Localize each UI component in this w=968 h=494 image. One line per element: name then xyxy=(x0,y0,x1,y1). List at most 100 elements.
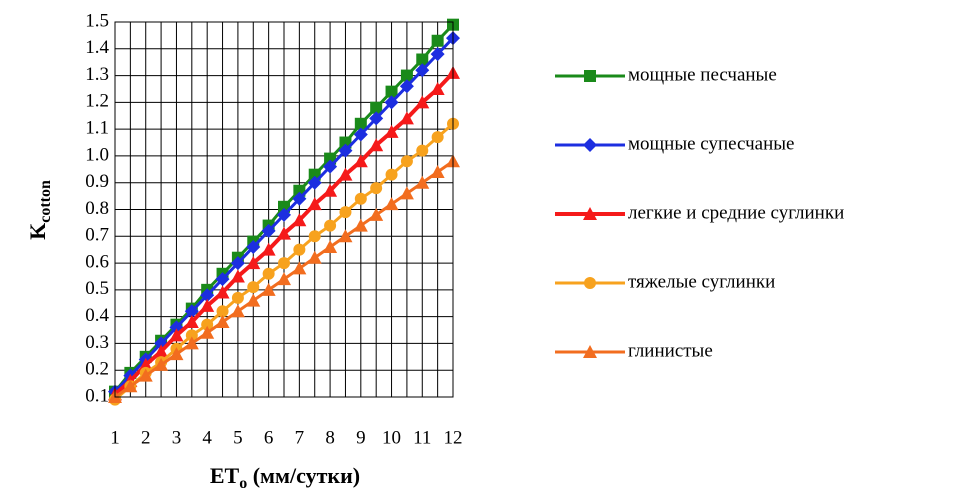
marker xyxy=(384,124,399,138)
marker xyxy=(292,191,307,206)
x-tick-label: 1 xyxy=(110,427,120,448)
marker xyxy=(415,175,430,189)
marker xyxy=(415,95,430,109)
marker xyxy=(247,281,260,294)
marker xyxy=(200,325,215,339)
marker xyxy=(384,95,399,110)
marker xyxy=(169,328,184,342)
y-tick-label: 0.6 xyxy=(85,251,109,272)
marker xyxy=(416,53,429,66)
marker xyxy=(353,218,368,232)
marker xyxy=(415,63,430,78)
legend-marker xyxy=(583,138,597,152)
y-tick-label: 1.4 xyxy=(85,37,109,58)
y-title-sub: cotton xyxy=(37,180,54,223)
x-tick-label: 10 xyxy=(382,427,401,448)
marker xyxy=(431,131,444,144)
marker xyxy=(430,47,445,62)
y-tick-label: 0.5 xyxy=(85,278,109,299)
legend-marker xyxy=(584,70,596,82)
marker xyxy=(400,155,413,168)
marker xyxy=(370,101,383,114)
marker xyxy=(385,85,398,98)
marker xyxy=(339,206,352,219)
x-tick-label: 9 xyxy=(356,427,366,448)
marker xyxy=(353,154,368,168)
marker xyxy=(369,111,384,126)
marker xyxy=(154,344,169,358)
marker xyxy=(184,315,199,328)
marker xyxy=(338,143,353,158)
legend-marker xyxy=(583,207,597,220)
marker xyxy=(200,288,215,303)
x-axis-title: ETo (мм/сутки) xyxy=(210,463,360,492)
legend-label: мощные песчаные xyxy=(628,64,777,85)
marker xyxy=(293,243,306,256)
marker xyxy=(307,175,322,190)
marker xyxy=(261,282,276,296)
legend-label: тяжелые суглинки xyxy=(628,271,775,292)
marker xyxy=(385,168,398,181)
marker xyxy=(384,197,399,211)
legend-label: мощные супесчаные xyxy=(628,133,794,154)
marker xyxy=(246,256,261,270)
marker xyxy=(431,34,444,47)
x-tick-label: 8 xyxy=(325,427,335,448)
marker xyxy=(230,256,245,271)
marker xyxy=(307,197,322,211)
y-tick-label: 0.9 xyxy=(85,171,109,192)
x-title-sub: o xyxy=(239,475,247,492)
x-tick-label: 3 xyxy=(172,427,182,448)
marker xyxy=(338,167,353,181)
y-axis-title: Kcotton xyxy=(25,180,54,240)
marker xyxy=(185,329,198,342)
marker xyxy=(230,304,245,318)
marker xyxy=(230,269,245,283)
marker xyxy=(430,165,445,178)
marker xyxy=(277,272,291,286)
marker xyxy=(277,226,291,240)
x-tick-label: 4 xyxy=(202,427,212,448)
marker xyxy=(215,272,230,287)
marker xyxy=(399,79,414,94)
marker xyxy=(231,291,244,304)
y-tick-label: 0.1 xyxy=(85,385,109,406)
x-tick-label: 7 xyxy=(295,427,305,448)
x-tick-label: 6 xyxy=(264,427,274,448)
marker xyxy=(246,240,261,254)
marker xyxy=(399,111,414,125)
legend-marker xyxy=(584,277,596,289)
marker xyxy=(261,242,276,256)
y-tick-label: 0.8 xyxy=(85,198,109,219)
marker xyxy=(261,223,276,238)
marker xyxy=(400,69,413,82)
marker xyxy=(369,207,384,221)
marker xyxy=(323,159,338,174)
marker xyxy=(324,219,337,232)
marker xyxy=(323,240,338,253)
y-tick-label: 0.2 xyxy=(85,359,109,380)
y-tick-label: 0.3 xyxy=(85,332,109,353)
plot-border xyxy=(114,21,454,398)
marker xyxy=(307,250,322,264)
marker xyxy=(216,305,229,318)
y-tick-label: 1.3 xyxy=(85,64,109,85)
marker xyxy=(154,357,169,371)
x-tick-label: 2 xyxy=(141,427,151,448)
y-title-main: K xyxy=(25,223,50,240)
marker xyxy=(184,304,199,319)
marker xyxy=(123,379,138,393)
x-tick-label: 5 xyxy=(233,427,243,448)
marker xyxy=(416,144,429,157)
y-tick-label: 1.2 xyxy=(85,91,109,112)
x-title-main: ET xyxy=(210,463,240,488)
marker xyxy=(215,285,230,299)
y-tick-label: 1.1 xyxy=(85,118,109,139)
marker xyxy=(246,293,261,307)
marker xyxy=(277,207,291,222)
y-tick-label: 0.7 xyxy=(85,225,109,246)
marker xyxy=(184,336,199,350)
x-tick-label: 11 xyxy=(413,427,431,448)
marker xyxy=(292,261,307,275)
